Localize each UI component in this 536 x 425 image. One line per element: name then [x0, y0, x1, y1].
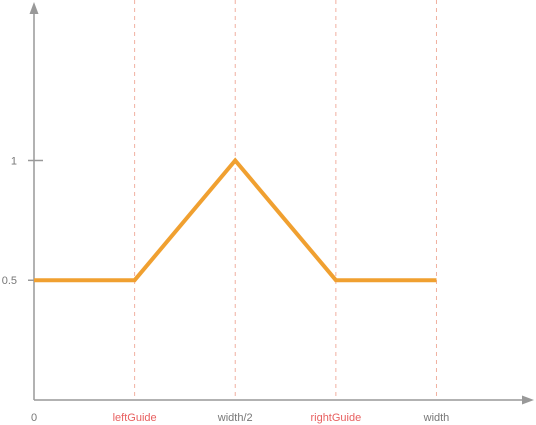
y-tick-label: 0.5 — [2, 275, 17, 287]
guide-lines — [134, 0, 437, 400]
series — [33, 157, 437, 283]
x-axis-arrow — [522, 395, 534, 405]
x-tick-label: rightGuide — [310, 412, 361, 424]
x-tick-label: width — [423, 412, 450, 424]
x-tick-label: leftGuide — [113, 412, 157, 424]
axes — [29, 2, 534, 405]
y-ticks: 0.51 — [2, 155, 43, 287]
x-tick-label: 0 — [31, 412, 37, 424]
x-tick-label: width/2 — [217, 412, 253, 424]
y-axis-arrow — [29, 2, 39, 14]
y-tick-label: 1 — [11, 155, 17, 167]
x-tick-labels: 0 leftGuide width/2 rightGuide width — [31, 412, 449, 424]
